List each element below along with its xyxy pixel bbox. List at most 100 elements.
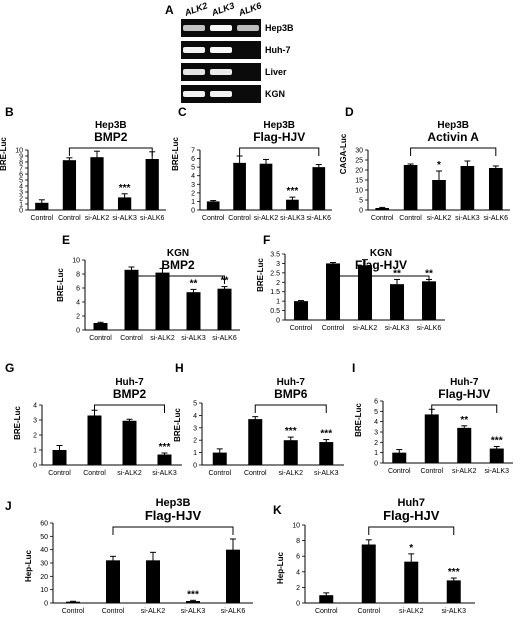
y-tick-label: 5: [19, 178, 23, 185]
bar: [157, 454, 172, 465]
significance-marker: ***: [285, 426, 297, 437]
x-category-label: si-ALK2: [254, 215, 279, 222]
x-category-label: Control: [388, 468, 411, 475]
y-tick-label: 3: [193, 425, 197, 432]
bar: [145, 159, 159, 210]
y-tick-label: 1.5: [270, 289, 280, 296]
bar: [283, 440, 298, 465]
significance-marker: ***: [448, 567, 460, 578]
chart-title: Hep3B: [95, 120, 127, 131]
gel-row-label: Huh-7: [265, 45, 291, 55]
x-category-label: Control: [102, 608, 125, 615]
gel-band: [183, 47, 205, 53]
y-tick-label: 15: [355, 178, 363, 185]
bar: [248, 419, 263, 465]
treatment-bracket: [410, 147, 497, 156]
x-category-label: si-ALK3: [112, 215, 137, 222]
bar: [35, 202, 49, 210]
bar: [259, 163, 273, 210]
y-tick-label: 1: [19, 202, 23, 209]
significance-marker: ***: [119, 183, 131, 194]
y-tick-label: 2: [193, 438, 197, 445]
x-category-label: Control: [83, 470, 106, 477]
y-tick-label: 0: [76, 328, 80, 335]
x-category-label: Control: [315, 608, 338, 615]
x-category-label: si-ALK3: [181, 335, 206, 342]
x-category-label: si-ALK2: [85, 215, 110, 222]
significance-marker: ***: [491, 435, 503, 446]
treatment-bracket: [68, 147, 153, 156]
bar: [489, 448, 504, 463]
x-category-label: Control: [202, 215, 225, 222]
y-tick-label: 25: [355, 158, 363, 165]
y-tick-label: 40: [40, 547, 48, 554]
x-category-label: Control: [89, 335, 112, 342]
y-axis-label: BRE-Luc: [173, 408, 182, 442]
y-tick-label: 7: [191, 148, 195, 155]
chart-title: Huh-7: [115, 377, 144, 388]
x-category-label: si-ALK6: [140, 215, 165, 222]
bar: [62, 160, 77, 210]
bar: [403, 165, 418, 210]
bar: [326, 263, 340, 320]
bar: [312, 167, 326, 210]
significance-marker: **: [221, 276, 229, 287]
significance-marker: *: [437, 160, 441, 171]
y-axis-label: CAGA-Luc: [339, 133, 348, 174]
x-category-label: Control: [228, 215, 251, 222]
gel-row-label: KGN: [265, 89, 285, 99]
y-tick-label: 2: [33, 433, 37, 440]
x-category-label: si-ALK2: [452, 468, 477, 475]
bar: [122, 420, 137, 465]
panel-letter: C: [178, 105, 187, 119]
bar: [319, 442, 334, 465]
panel-letter: F: [263, 233, 270, 247]
y-axis-label: BRE-Luc: [0, 137, 8, 171]
bar: [146, 560, 160, 603]
x-category-label: Control: [322, 325, 345, 332]
x-category-label: Control: [371, 215, 394, 222]
y-tick-label: 60: [40, 521, 48, 528]
bar: [186, 292, 201, 330]
y-axis-label: BRE-Luc: [171, 137, 180, 171]
panel-letter: G: [5, 361, 14, 375]
x-category-label: si-ALK3: [455, 215, 480, 222]
y-tick-label: 3: [33, 418, 37, 425]
y-tick-label: 10: [15, 148, 23, 155]
y-tick-label: 8: [19, 160, 23, 167]
gel-lane-label: ALK2: [182, 0, 208, 18]
y-tick-label: 10: [40, 587, 48, 594]
bar: [233, 162, 246, 210]
x-category-label: si-ALK3: [152, 470, 177, 477]
gel-row-label: Liver: [265, 67, 287, 77]
bar: [106, 560, 120, 603]
bar: [66, 601, 80, 603]
significance-marker: **: [425, 268, 433, 279]
significance-marker: ***: [320, 429, 332, 440]
y-tick-label: 6: [296, 554, 300, 561]
panel-letter: H: [175, 361, 184, 375]
y-tick-label: 2: [276, 280, 280, 287]
x-category-label: si-ALK3: [314, 470, 339, 477]
x-category-label: Control: [62, 608, 85, 615]
bar: [392, 452, 407, 463]
gel-lane-label: ALK3: [209, 0, 235, 18]
y-tick-label: 3: [374, 430, 378, 437]
y-tick-label: 4: [33, 403, 37, 410]
significance-marker: **: [393, 268, 401, 279]
x-category-label: si-ALK2: [399, 608, 424, 615]
bar: [294, 301, 308, 320]
x-category-label: Control: [31, 215, 54, 222]
treatment-bracket: [131, 275, 225, 284]
y-tick-label: 0: [33, 463, 37, 470]
bar: [424, 414, 439, 463]
panel-letter: J: [5, 499, 12, 513]
bar: [226, 549, 240, 603]
x-category-label: si-ALK2: [150, 335, 175, 342]
panel-letter: D: [345, 105, 354, 119]
y-tick-label: 4: [19, 184, 23, 191]
